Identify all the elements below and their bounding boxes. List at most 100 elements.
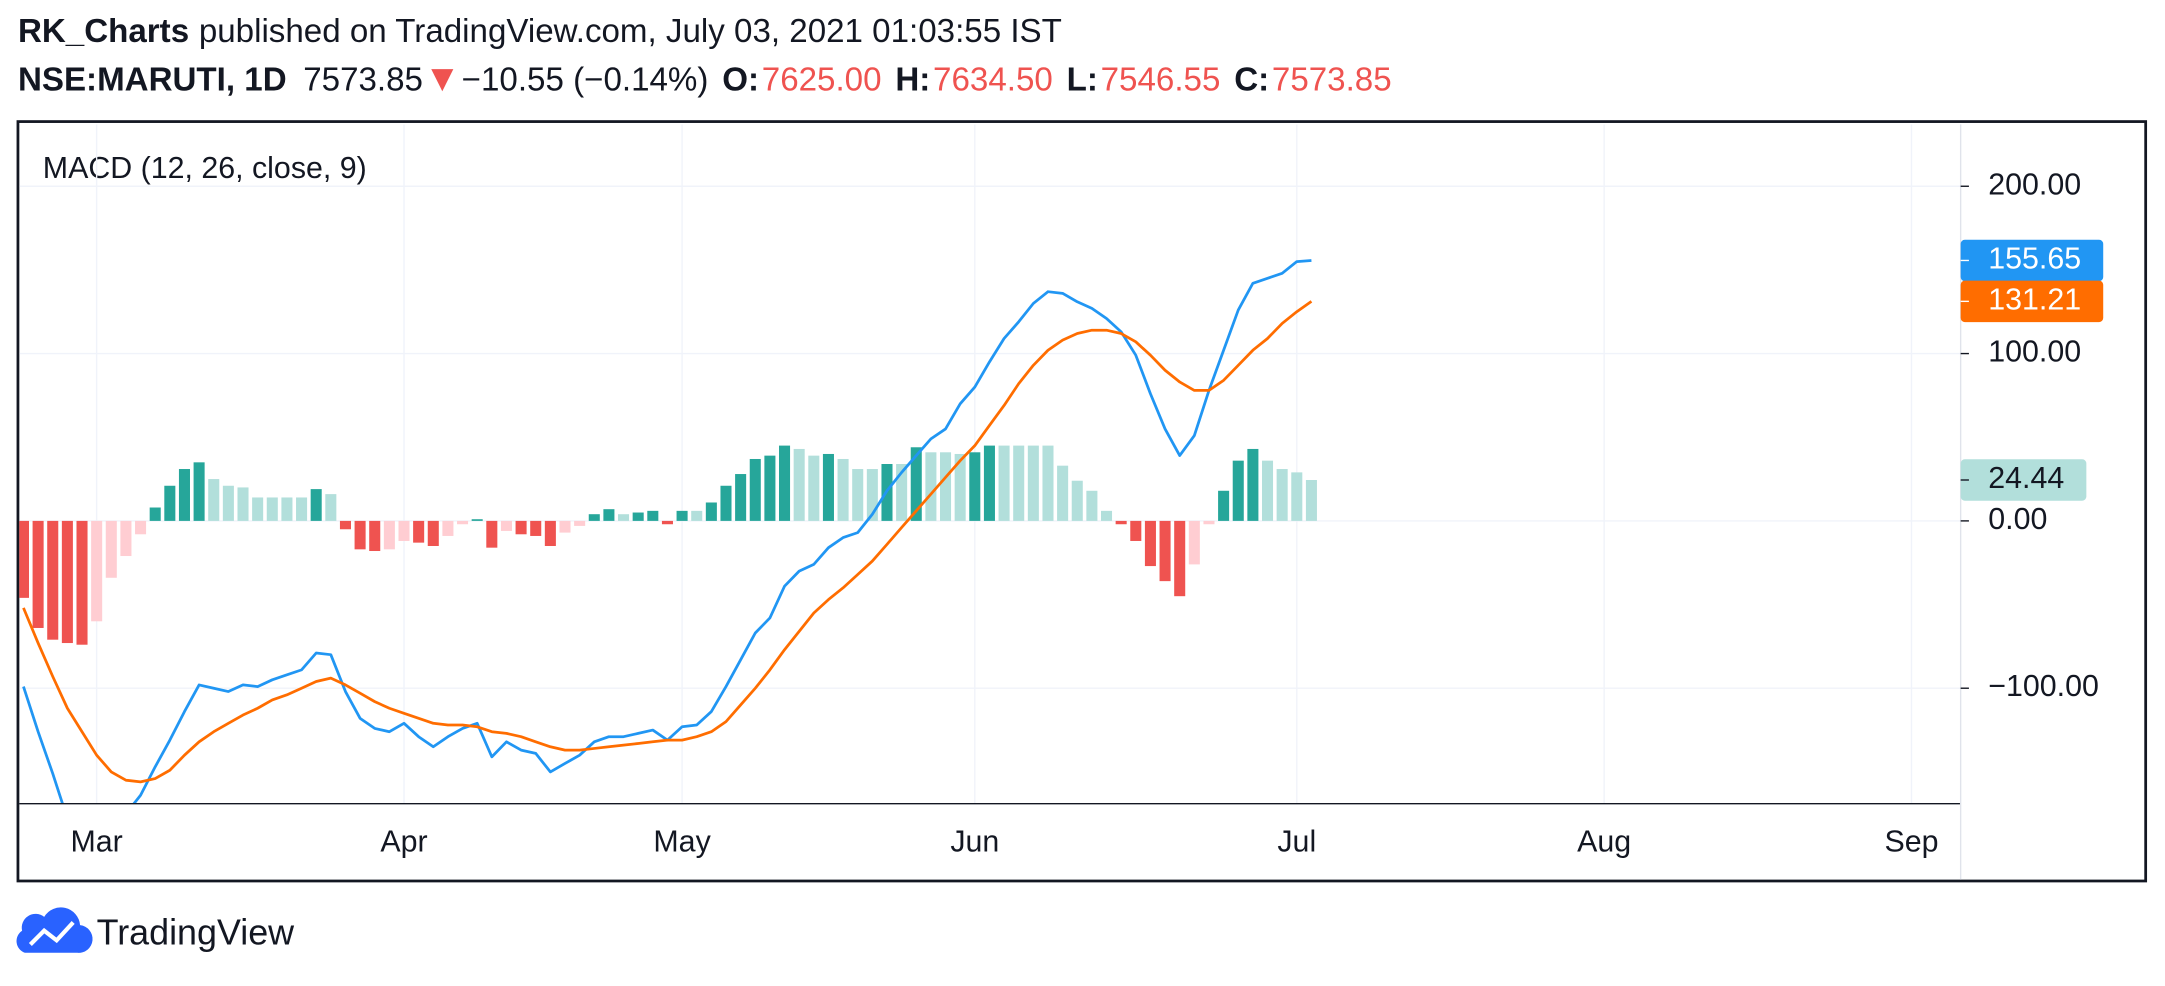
histogram-bar — [1144, 520, 1156, 567]
histogram-bar — [705, 502, 717, 521]
x-tick-label: Mar — [71, 826, 123, 859]
brand: TradingView — [97, 912, 295, 952]
histogram-bar — [486, 520, 498, 548]
histogram-bar — [1174, 520, 1186, 597]
logo-cloud — [16, 907, 93, 953]
histogram-bar — [588, 514, 600, 521]
histogram-bar — [779, 445, 791, 521]
histogram-bar — [61, 520, 73, 644]
histogram-bar — [574, 520, 586, 526]
histogram-bar — [896, 464, 908, 521]
histogram-bar — [76, 520, 88, 645]
histogram-bar — [954, 453, 966, 521]
histogram-bar — [105, 520, 117, 578]
histogram-bar — [47, 520, 59, 640]
author: RK_Charts — [18, 13, 189, 50]
histogram-bar — [822, 453, 834, 521]
x-tick-label: Sep — [1884, 826, 1938, 859]
histogram-bar — [837, 458, 849, 521]
last-value-tag: 155.65 — [1960, 239, 2104, 282]
histogram-bar — [940, 452, 952, 521]
line — [22, 300, 1313, 784]
down-arrow — [431, 69, 454, 92]
tag-box — [1960, 239, 2104, 282]
histogram-bar — [208, 479, 220, 521]
histogram-bar — [866, 469, 878, 521]
tag-box — [1960, 459, 2087, 501]
histogram-bar — [120, 520, 132, 557]
histogram-bar — [925, 452, 937, 521]
histogram-bar — [398, 520, 410, 541]
histogram-bar — [135, 520, 147, 535]
plot-area — [19, 124, 1961, 804]
ohlc-label: O: — [722, 61, 759, 98]
y-tick-label: 100.00 — [1988, 336, 2081, 369]
histogram-bar — [1027, 445, 1039, 521]
x-tick-label: May — [653, 826, 711, 859]
histogram-bar — [735, 474, 747, 521]
histogram-bar — [427, 520, 439, 546]
histogram-bar — [1159, 520, 1171, 582]
ohlc-label: L: — [1067, 61, 1098, 98]
histogram-bar — [530, 520, 542, 536]
histogram-bar — [852, 469, 864, 521]
histogram-bar — [296, 497, 308, 521]
histogram-bar — [1071, 480, 1083, 521]
histogram-bar — [339, 520, 351, 530]
tag-label: 24.44 — [1988, 462, 2064, 495]
histogram-bar — [515, 520, 527, 535]
last-value-tag: 131.21 — [1960, 280, 2104, 323]
x-tick-label: Aug — [1577, 826, 1631, 859]
header-line: NSE:MARUTI, 1D 7573.85 −10.55 (−0.14%) O… — [18, 61, 1392, 98]
histogram-bar — [983, 445, 995, 521]
histogram-bar — [457, 520, 469, 525]
histogram-bar — [266, 497, 278, 521]
ohlc-value: 7546.55 — [1101, 61, 1221, 98]
histogram-bar — [193, 462, 205, 521]
ohlc-value: 7573.85 — [1272, 61, 1392, 98]
histogram-bar — [1247, 448, 1259, 521]
histogram-bar — [1086, 490, 1098, 521]
histogram-bar — [32, 520, 44, 628]
histogram-bar — [632, 512, 644, 521]
histogram-bar — [1101, 510, 1113, 521]
histogram-bar — [544, 520, 556, 546]
histogram-bar — [369, 520, 381, 552]
histogram-bar — [647, 510, 659, 521]
ohlc-value: 7625.00 — [762, 61, 882, 98]
histogram-bar — [793, 448, 805, 521]
ohlc-label: C: — [1234, 61, 1269, 98]
x-tick-label: Jul — [1277, 826, 1316, 859]
histogram-bar — [1203, 520, 1215, 525]
published: published on TradingView.com, July 03, 2… — [199, 13, 1062, 50]
x-tick-label: Apr — [380, 826, 427, 859]
tag-label: 155.65 — [1988, 242, 2081, 275]
histogram-bar — [1305, 480, 1317, 521]
histogram-bar — [1188, 520, 1200, 565]
y-tick-label: 200.00 — [1988, 168, 2081, 201]
logo-line — [28, 921, 75, 946]
histogram-bar — [764, 455, 776, 521]
histogram-bar — [442, 520, 454, 536]
ohlc-value: 7634.50 — [933, 61, 1053, 98]
histogram-bar — [691, 510, 703, 521]
last-price: 7573.85 — [303, 61, 423, 98]
tag-box — [1960, 280, 2104, 323]
x-tick-label: Jun — [950, 826, 999, 859]
y-tick-label: 0.00 — [1988, 503, 2047, 536]
symbol: NSE:MARUTI, 1D — [18, 61, 287, 98]
histogram-bar — [1218, 490, 1230, 521]
ohlc-label: H: — [895, 61, 930, 98]
histogram-bar — [618, 514, 630, 521]
indicator-title: MACD (12, 26, close, 9) — [43, 152, 367, 185]
change: −10.55 (−0.14%) — [462, 61, 709, 98]
tag-label: 131.21 — [1988, 283, 2081, 316]
histogram-bar — [603, 509, 615, 521]
histogram-bar — [720, 485, 732, 521]
histogram-bar — [808, 455, 820, 521]
histogram-bar — [998, 445, 1010, 521]
histogram-bar — [676, 510, 688, 521]
histogram-bar — [1130, 520, 1142, 541]
histogram-bar — [559, 520, 571, 533]
